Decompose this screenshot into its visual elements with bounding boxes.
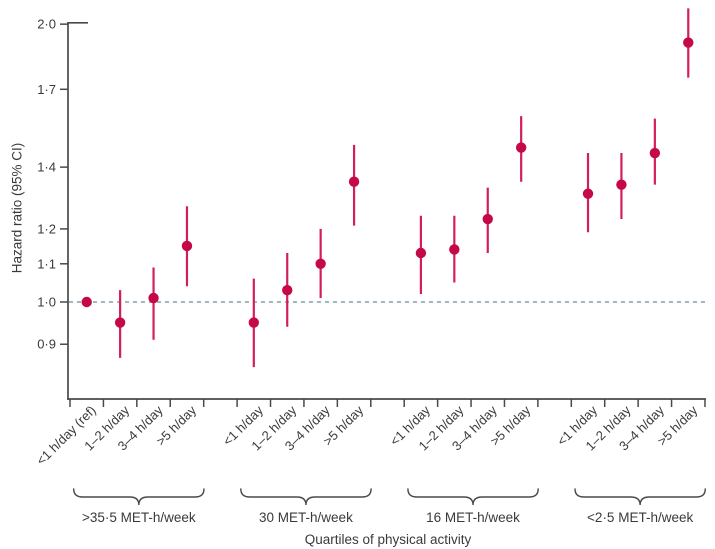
hazard-ratio-point	[114, 317, 126, 328]
hazard-ratio-point	[81, 296, 92, 308]
hazard-ratio-point	[148, 292, 159, 304]
hazard-ratio-point	[515, 142, 527, 153]
x-axis-title: Quartiles of physical activity	[304, 532, 472, 547]
group-brace	[407, 488, 539, 506]
hazard-ratio-point	[449, 244, 460, 255]
y-tick-label: 2·0	[37, 17, 56, 32]
group-brace	[240, 488, 372, 506]
hazard-ratio-point	[348, 176, 360, 187]
group-brace	[574, 488, 706, 506]
hazard-ratio-point	[315, 258, 326, 269]
hazard-ratio-point	[616, 179, 627, 190]
hazard-ratio-point	[683, 37, 694, 48]
group-label: 16 MET-h/week	[426, 510, 520, 525]
group-label: <2·5 MET-h/week	[587, 510, 693, 525]
hazard-ratio-point	[582, 188, 594, 199]
group-label: >35·5 MET-h/week	[82, 510, 196, 525]
group-brace	[73, 488, 205, 506]
hazard-ratio-point	[181, 240, 193, 252]
hazard-ratio-point	[482, 213, 493, 225]
hazard-ratio-point	[415, 247, 427, 259]
hazard-ratio-point	[248, 317, 260, 328]
y-tick-label: 1·7	[37, 82, 56, 97]
y-tick-label: 0·9	[37, 337, 56, 352]
y-tick-label: 1·0	[37, 295, 56, 310]
hazard-ratio-point	[282, 284, 293, 296]
hazard-ratio-point	[649, 147, 661, 159]
group-label: 30 MET-h/week	[259, 510, 353, 525]
y-tick-label: 1·2	[37, 221, 56, 236]
y-tick-label: 1·1	[37, 256, 56, 271]
y-tick-label: 1·4	[37, 160, 56, 175]
